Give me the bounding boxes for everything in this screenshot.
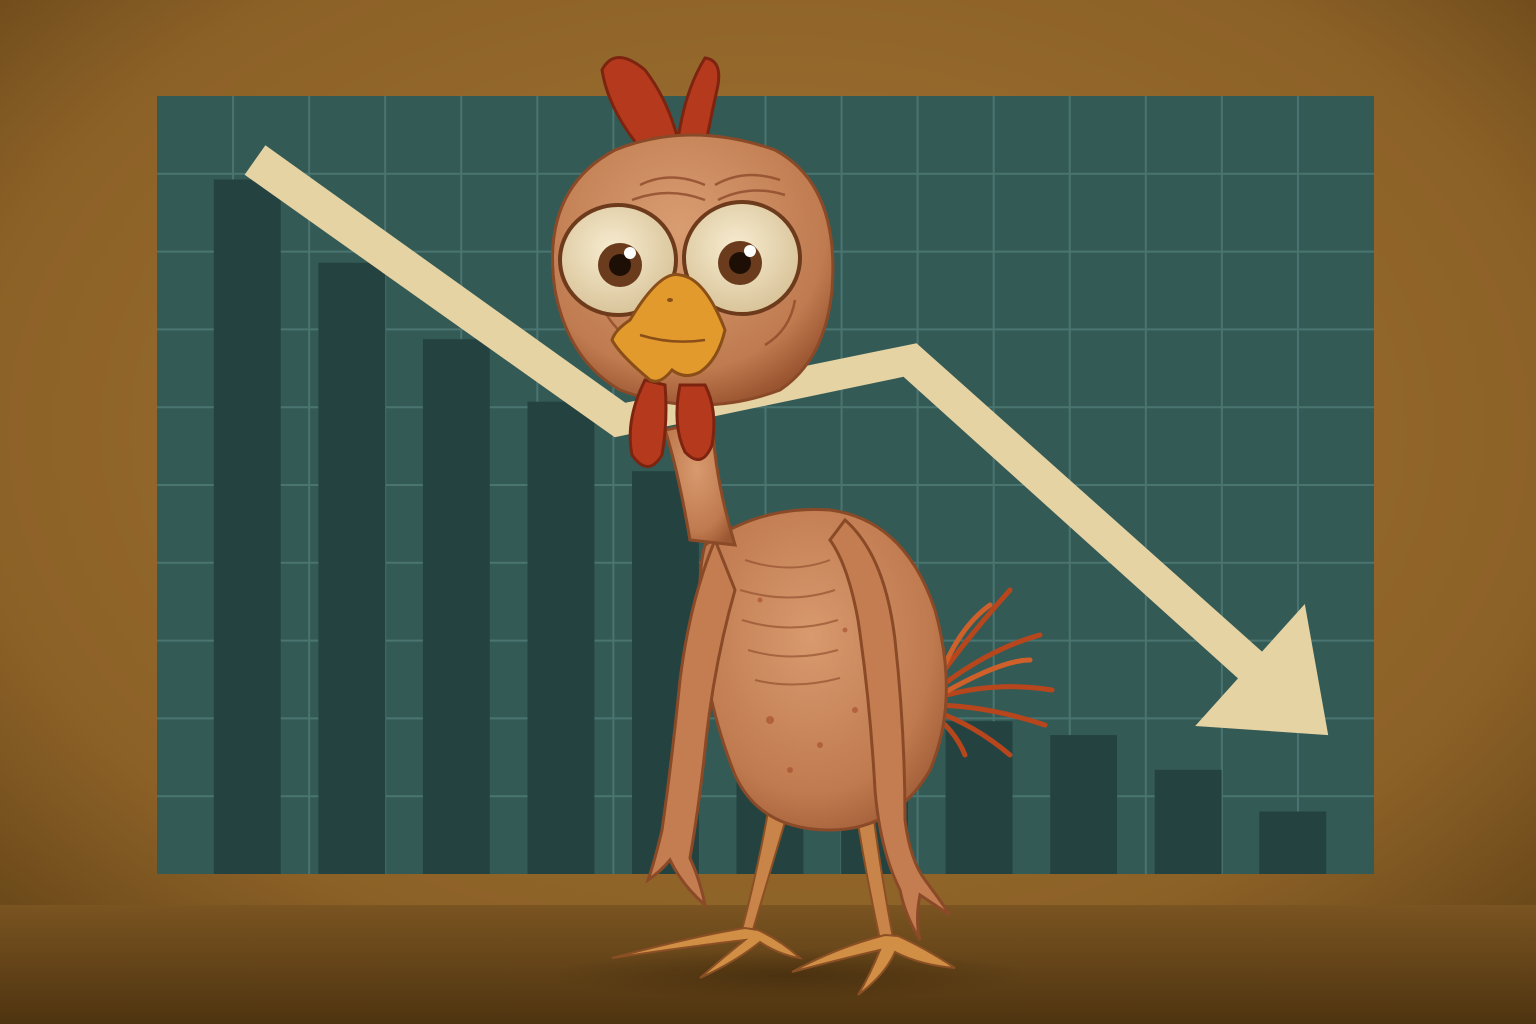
chart-bar — [213, 179, 281, 874]
chart-bar — [527, 401, 595, 874]
chart-bar — [422, 339, 490, 874]
chart-bar — [1154, 769, 1222, 874]
chart-bar — [1050, 735, 1118, 874]
chart-bar — [1259, 811, 1327, 874]
left-wing — [645, 536, 737, 910]
rib-lines — [739, 559, 841, 686]
right-wattle — [675, 383, 716, 461]
chicken-shadow — [550, 949, 1030, 1001]
chicken-beak — [610, 273, 727, 383]
scrawny-chicken — [551, 56, 1055, 996]
right-wing — [828, 517, 952, 941]
skin-spots — [757, 597, 858, 773]
feet — [611, 926, 956, 996]
right-eye — [682, 200, 802, 316]
chicken-neck — [663, 418, 738, 547]
chart-bar — [945, 721, 1013, 874]
left-eye — [558, 203, 678, 317]
left-wattle — [628, 378, 668, 468]
chart-bar — [318, 262, 386, 874]
